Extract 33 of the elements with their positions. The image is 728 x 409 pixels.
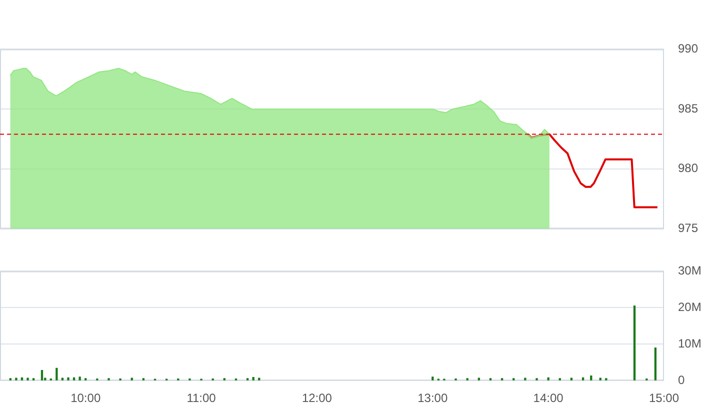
bar [478,378,480,380]
bar [252,376,254,380]
bar [633,306,636,380]
bar [130,378,133,380]
bar [61,378,64,380]
x-tick-label: 10:00 [70,391,101,406]
x-tick-label: 15:00 [648,391,680,406]
y-tick-label: 990 [678,42,698,56]
bar [26,378,29,380]
y-tick-label: 980 [678,161,698,176]
x-tick-label: 13:00 [418,391,448,406]
bar [67,377,70,380]
bar [56,368,58,380]
bar [599,378,602,380]
x-tick-label: 11:00 [186,391,216,406]
bar [524,378,526,380]
bar [654,347,657,380]
bar [40,370,44,380]
x-tick-label: 12:00 [302,391,332,406]
y-tick-label: 30M [678,264,702,278]
bar [432,376,434,380]
bar [570,378,573,380]
bar [15,378,18,380]
y-tick-label: 975 [678,221,698,236]
y-tick-label: 985 [678,101,698,116]
bar [78,376,81,380]
y-tick-label: 0 [678,372,685,387]
y-tick-label: 20M [678,300,702,314]
bar [258,378,260,380]
bar [590,376,592,380]
y-tick-label: 10M [678,336,702,350]
bar [547,377,550,380]
x-tick-label: 14:00 [533,391,564,406]
